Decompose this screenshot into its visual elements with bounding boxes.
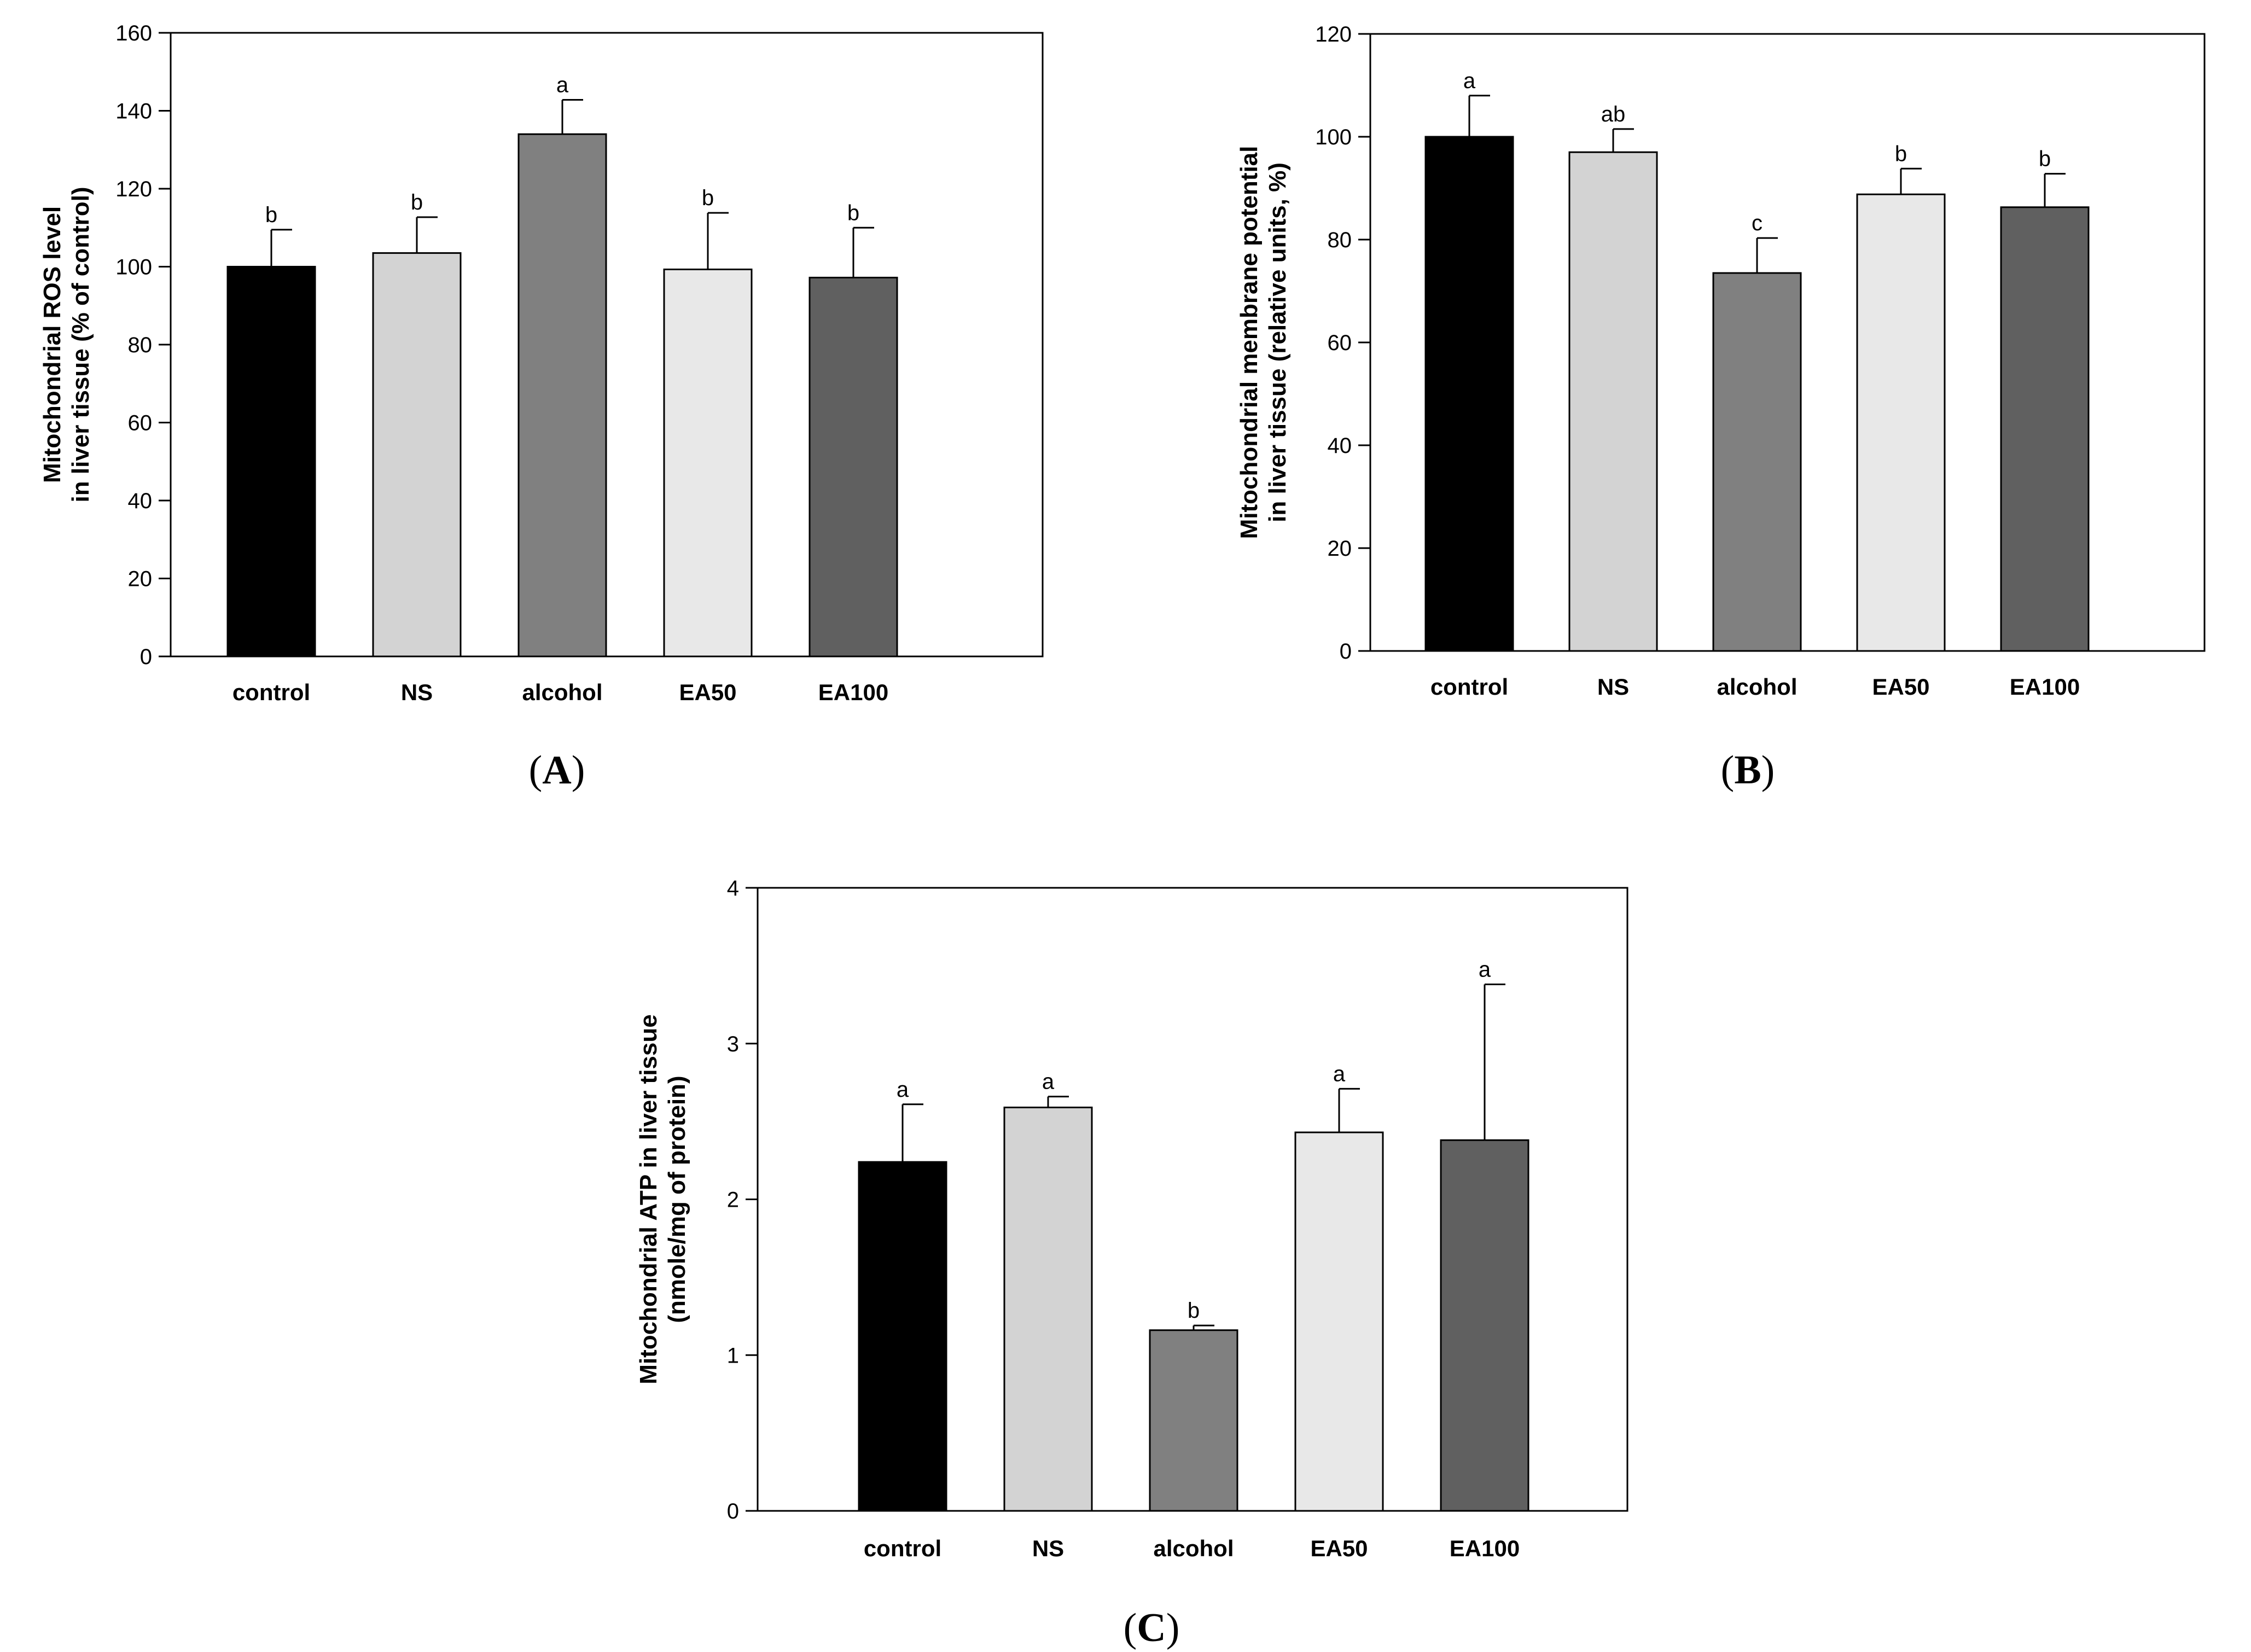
- category-label: EA100: [2010, 674, 2080, 700]
- significance-label: b: [847, 201, 859, 225]
- y-axis-title-line: (nmole/mg of protein): [664, 1075, 690, 1323]
- significance-label: b: [702, 186, 714, 210]
- panel-label-open-paren: (: [1721, 748, 1735, 793]
- bar-alcohol: [1149, 1329, 1238, 1512]
- y-tick-label: 40: [128, 489, 153, 513]
- panel-label-letter: B: [1734, 748, 1761, 793]
- category-label: EA50: [1310, 1535, 1368, 1561]
- panel-label-letter: A: [542, 748, 571, 793]
- significance-label: b: [411, 190, 423, 214]
- category-label: EA50: [679, 679, 736, 705]
- category-label: control: [232, 679, 310, 705]
- y-tick-label: 160: [115, 21, 152, 45]
- y-tick-label: 3: [727, 1032, 739, 1056]
- category-label: NS: [1597, 674, 1629, 700]
- category-label: EA100: [818, 679, 888, 705]
- panel-label-open-paren: (: [1124, 1606, 1137, 1650]
- y-tick-label: 60: [128, 411, 153, 435]
- y-tick-label: 80: [128, 333, 153, 357]
- y-tick-label: 0: [727, 1499, 739, 1523]
- significance-label: b: [265, 203, 277, 227]
- significance-label: a: [1479, 958, 1491, 982]
- significance-label: a: [897, 1078, 909, 1102]
- category-label: alcohol: [1153, 1535, 1234, 1561]
- category-label: control: [1430, 674, 1508, 700]
- significance-label: ab: [1601, 102, 1626, 126]
- y-axis-title-line: Mitochondrial membrane potential: [1236, 146, 1263, 539]
- significance-label: b: [1188, 1299, 1200, 1323]
- category-label: EA100: [1450, 1535, 1520, 1561]
- y-tick-label: 2: [727, 1188, 739, 1212]
- panel-label-letter: C: [1137, 1606, 1166, 1650]
- panel-label: (A): [529, 748, 585, 793]
- y-axis-title: Mitochondrial membrane potentialin liver…: [1236, 146, 1291, 539]
- significance-label: a: [556, 73, 569, 97]
- chart-panel-a: 0 20 40 60 80 100 120 140 160 b control b NS a alcohol…: [39, 21, 1044, 793]
- y-tick-label: 120: [115, 177, 152, 201]
- y-tick-label: 60: [1328, 331, 1352, 355]
- panel-label-close-paren: ): [572, 748, 585, 793]
- y-axis-title-line: in liver tissue (% of control): [67, 187, 94, 503]
- bar-ea100: [809, 276, 898, 658]
- y-tick-label: 120: [1315, 22, 1352, 46]
- y-tick-label: 20: [1328, 537, 1352, 561]
- bar-ea50: [1294, 1131, 1384, 1512]
- y-tick-label: 4: [727, 876, 739, 900]
- significance-label: a: [1333, 1062, 1346, 1086]
- significance-label: c: [1752, 211, 1763, 235]
- category-label: control: [864, 1535, 941, 1561]
- y-axis-title-line: Mitochondrial ATP in liver tissue: [635, 1014, 662, 1384]
- chart-panel-b: 0 20 40 60 80 100 120 a control ab NS c alcohol b EA50…: [1236, 22, 2206, 793]
- category-label: EA50: [1872, 674, 1929, 700]
- significance-label: b: [1895, 142, 1907, 166]
- bar-ns: [1568, 151, 1658, 652]
- bar-ns: [372, 252, 462, 658]
- y-tick-label: 80: [1328, 228, 1352, 252]
- y-axis-title-line: in liver tissue (relative units, %): [1264, 162, 1291, 522]
- significance-label: b: [2039, 147, 2051, 171]
- panel-label: (B): [1721, 748, 1775, 793]
- significance-label: a: [1042, 1070, 1055, 1094]
- y-axis-title-line: Mitochondrial ROS level: [39, 206, 66, 483]
- bar-control: [226, 266, 316, 658]
- bar-ea100: [2000, 206, 2090, 652]
- y-tick-label: 140: [115, 100, 152, 124]
- category-label: NS: [1032, 1535, 1064, 1561]
- chart-panel-c: 0 1 2 3 4 a control a NS b alcohol a EA50 a EA100 Mitoc…: [635, 876, 1628, 1650]
- bar-ns: [1003, 1106, 1093, 1512]
- category-label: alcohol: [522, 679, 602, 705]
- panel-label: (C): [1124, 1606, 1180, 1650]
- bar-ea100: [1440, 1139, 1529, 1512]
- y-tick-label: 1: [727, 1343, 739, 1368]
- y-tick-label: 0: [1340, 639, 1352, 664]
- bar-control: [858, 1161, 947, 1512]
- y-tick-label: 20: [128, 567, 153, 591]
- bar-ea50: [663, 268, 753, 658]
- panel-label-close-paren: ): [1761, 748, 1775, 793]
- bar-alcohol: [1712, 272, 1802, 652]
- y-tick-label: 40: [1328, 434, 1352, 458]
- y-tick-label: 0: [140, 645, 152, 669]
- bar-alcohol: [517, 133, 607, 658]
- y-tick-label: 100: [115, 255, 152, 280]
- panel-label-open-paren: (: [529, 748, 543, 793]
- bar-control: [1424, 136, 1514, 652]
- y-axis-title: Mitochondrial ROS levelin liver tissue (…: [39, 187, 94, 503]
- significance-label: a: [1463, 69, 1476, 93]
- bar-ea50: [1856, 193, 1946, 652]
- panels: 020406080100120140160bcontrolbNSaalcohol…: [39, 21, 2206, 1650]
- y-axis-title: Mitochondrial ATP in liver tissue(nmole/…: [635, 1014, 690, 1384]
- y-tick-label: 100: [1315, 125, 1352, 149]
- category-label: NS: [401, 679, 433, 705]
- category-label: alcohol: [1717, 674, 1797, 700]
- panel-label-close-paren: ): [1166, 1606, 1180, 1650]
